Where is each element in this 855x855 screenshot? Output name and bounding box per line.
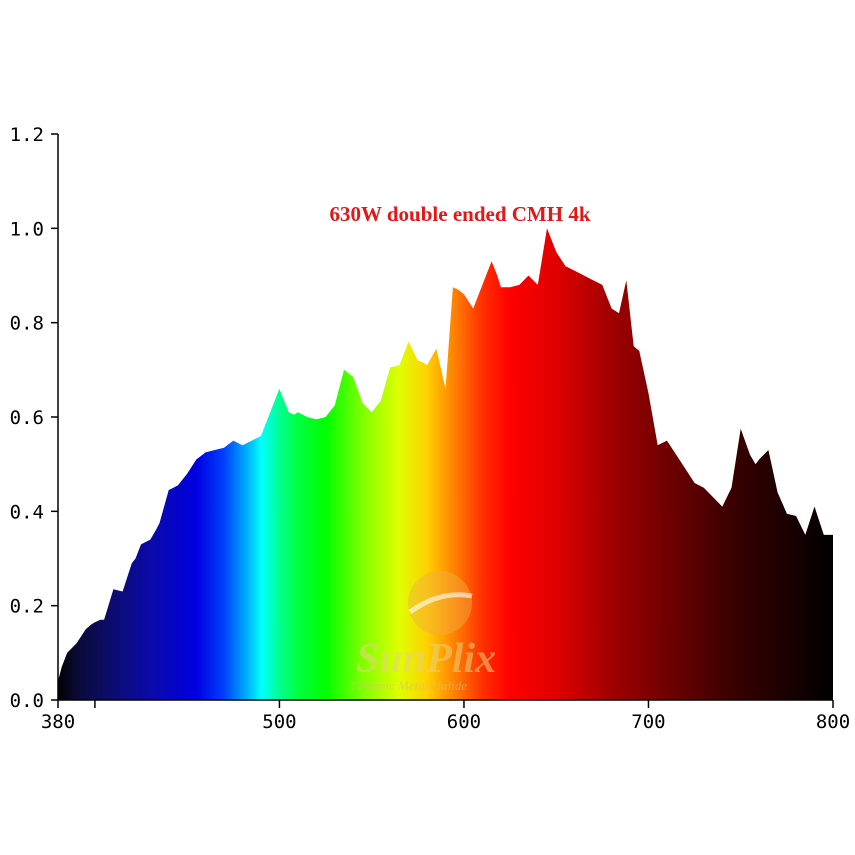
y-tick-label: 1.2 [10,124,44,146]
watermark-sun-icon [408,571,472,635]
plot-layer [58,228,833,701]
y-tick-label: 0.2 [10,596,44,618]
x-tick-label: 700 [631,711,665,733]
x-tick-label: 800 [816,711,850,733]
x-tick-label: 600 [447,711,481,733]
chart-title: 630W double ended CMH 4k [330,202,591,226]
y-tick-label: 0.8 [10,313,44,335]
y-tick-label: 1.0 [10,218,44,240]
watermark-swoosh-icon [408,592,473,615]
y-tick-label: 0.4 [10,501,44,523]
axes-layer: 0.0 0.2 0.4 0.6 0.8 1.0 1.2 380 500 600 700 800 [10,124,850,733]
watermark-logo: SunPlix Ceramic Metal Halide [350,571,496,693]
y-tick-label: 0.6 [10,407,44,429]
spectrum-area-series-0 [58,228,833,701]
x-tick-label: 380 [41,711,75,733]
watermark-text: SunPlix [356,636,496,682]
x-tick-label: 500 [262,711,296,733]
y-tick-label: 0.0 [10,690,44,712]
watermark-subtext: Ceramic Metal Halide [350,678,467,693]
